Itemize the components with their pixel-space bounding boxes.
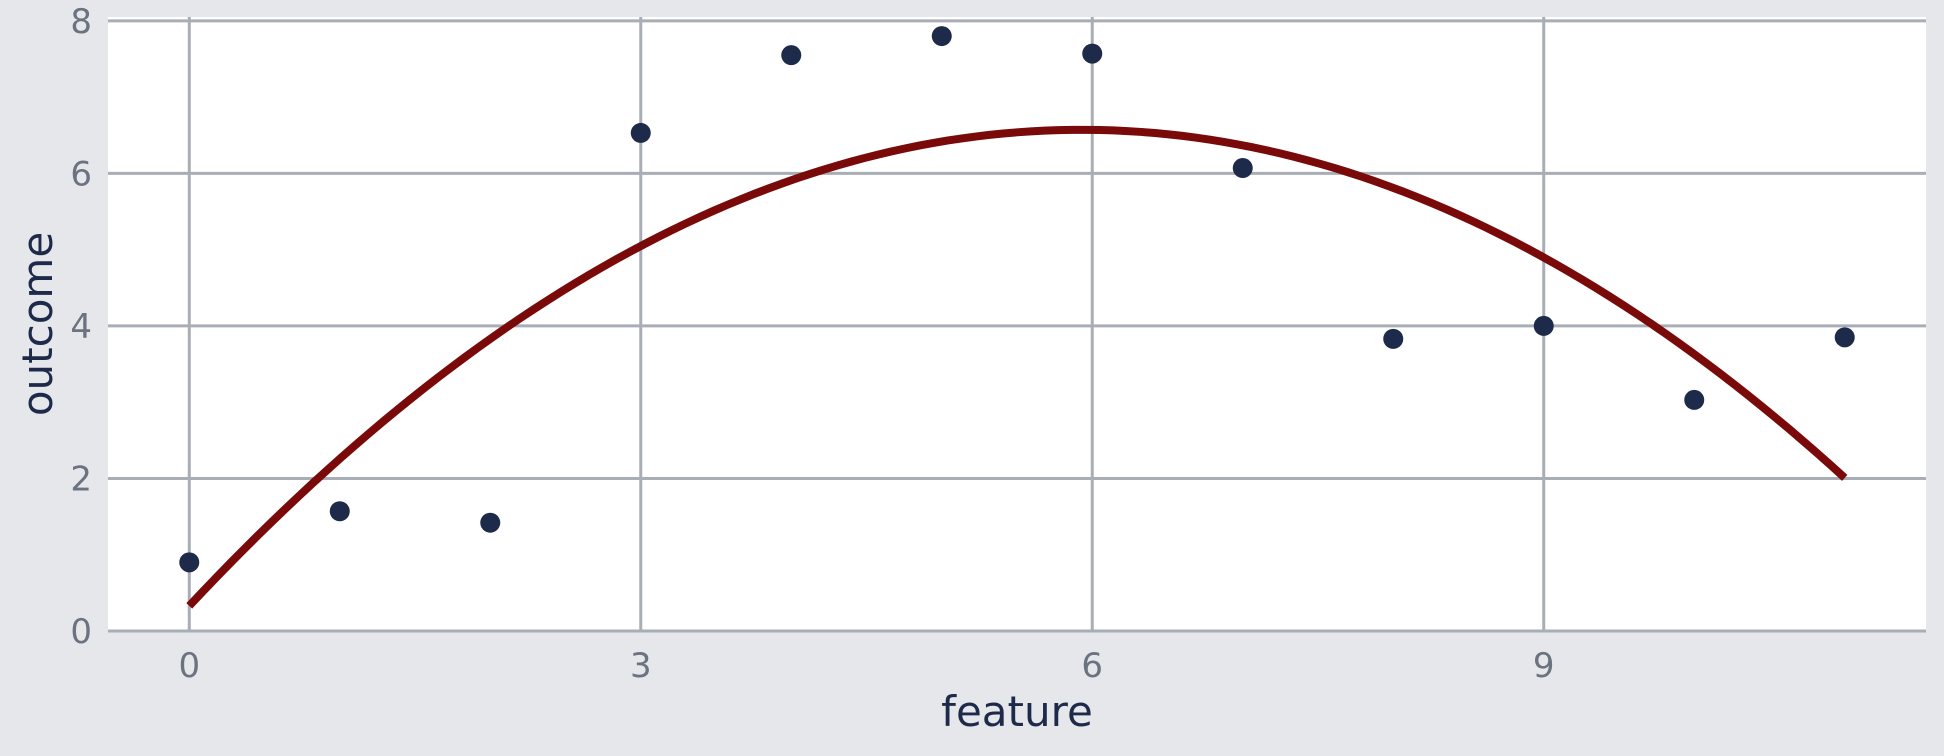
y-tick-label: 2	[70, 459, 92, 499]
tick-labels: 0 2 4 6 8 0 3 6 9	[70, 2, 1554, 686]
data-point	[931, 26, 952, 47]
y-tick-label: 8	[70, 2, 92, 42]
data-point	[781, 45, 802, 66]
x-axis-title: feature	[941, 687, 1093, 736]
data-point	[1684, 389, 1705, 410]
data-point	[1834, 327, 1855, 348]
data-point	[1383, 328, 1404, 349]
x-tick-label: 3	[630, 646, 652, 686]
data-point	[179, 552, 200, 573]
grid-lines	[108, 17, 1926, 633]
data-point	[1533, 315, 1554, 336]
data-point	[630, 122, 651, 143]
data-point	[1232, 158, 1253, 179]
data-point	[329, 501, 350, 522]
fit-curve	[186, 125, 1848, 609]
y-tick-label: 6	[70, 154, 92, 194]
plot-panel	[108, 17, 1926, 631]
y-axis-title: outcome	[13, 232, 62, 416]
x-tick-label: 6	[1081, 646, 1103, 686]
data-point	[1082, 43, 1103, 64]
x-tick-label: 0	[178, 646, 200, 686]
y-tick-label: 4	[70, 307, 92, 347]
data-point	[480, 512, 501, 533]
data-points	[179, 26, 1855, 573]
y-tick-label: 0	[70, 612, 92, 652]
x-tick-label: 9	[1533, 646, 1555, 686]
